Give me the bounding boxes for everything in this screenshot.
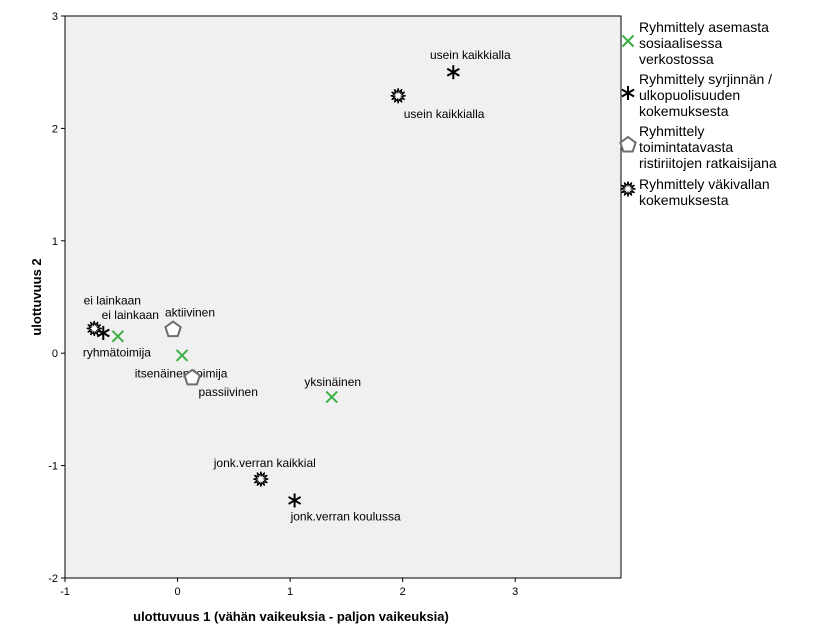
point-label: itsenäinen toimija [135, 366, 228, 380]
point-label: usein kaikkialla [430, 48, 511, 62]
legend-label: Ryhmittely syrjinnän / [639, 71, 772, 87]
point-label: ei lainkaan [102, 308, 159, 322]
data-point-pentagon-2-0 [164, 320, 182, 338]
legend-label: sosiaalisessa [639, 35, 722, 51]
y-tick-label: 3 [52, 11, 58, 23]
data-points: ryhmätoimija itsenäinen toimija yksinäinen… [83, 48, 511, 523]
data-point-starburst-3-2 [253, 471, 269, 487]
point-label: jonk.verran koulussa [290, 509, 401, 523]
legend: Ryhmittely asemastasosiaalisessaverkosto… [619, 19, 777, 208]
legend-marker-starburst [620, 181, 636, 197]
legend-label: verkostossa [639, 51, 714, 67]
point-label: jonk.verran kaikkial [213, 456, 316, 470]
point-label: passiivinen [199, 385, 258, 399]
point-label: yksinäinen [304, 375, 361, 389]
legend-marker-pentagon [619, 135, 637, 153]
legend-label: Ryhmittely asemasta [639, 19, 769, 35]
y-axis-title: ulottuvuus 2 [29, 258, 44, 335]
point-label: ei lainkaan [84, 294, 141, 308]
legend-label: kokemuksesta [639, 103, 729, 119]
x-tick-label: 2 [400, 586, 406, 598]
data-point-pentagon-2-1 [183, 368, 201, 386]
y-tick-label: -2 [48, 573, 58, 585]
x-axis-title: ulottuvuus 1 (vähän vaikeuksia - paljon … [133, 609, 449, 624]
x-tick-label: 1 [287, 586, 293, 598]
data-point-starburst-3-1 [86, 320, 102, 337]
y-tick-label: 2 [52, 123, 58, 135]
point-label: aktiivinen [165, 306, 215, 320]
data-point-asterisk-1-2 [288, 493, 302, 508]
x-tick-label: 3 [512, 586, 518, 598]
y-tick-label: 1 [52, 236, 58, 248]
x-tick-label: 0 [174, 586, 180, 598]
legend-marker-asterisk [621, 86, 635, 100]
legend-label: ulkopuolisuuden [639, 87, 740, 103]
legend-label: ristiriitojen ratkaisijana [639, 155, 777, 171]
data-point-x-0-1 [175, 349, 189, 362]
legend-label: toimintatavasta [639, 139, 733, 155]
y-tick-label: -1 [48, 461, 58, 473]
data-point-starburst-3-0 [390, 88, 406, 104]
legend-label: kokemuksesta [639, 192, 729, 208]
y-tick-label: 0 [52, 348, 58, 360]
x-tick-label: -1 [60, 586, 70, 598]
plot-area [64, 15, 622, 579]
legend-label: Ryhmittely väkivallan [639, 176, 770, 192]
data-point-x-0-2 [325, 390, 338, 404]
legend-marker-x [621, 34, 635, 48]
point-label: ryhmätoimija [83, 345, 151, 359]
data-point-x-0-0 [111, 330, 125, 343]
data-point-asterisk-1-0 [446, 65, 460, 80]
point-label: usein kaikkialla [404, 107, 485, 121]
legend-label: Ryhmittely [639, 123, 704, 139]
